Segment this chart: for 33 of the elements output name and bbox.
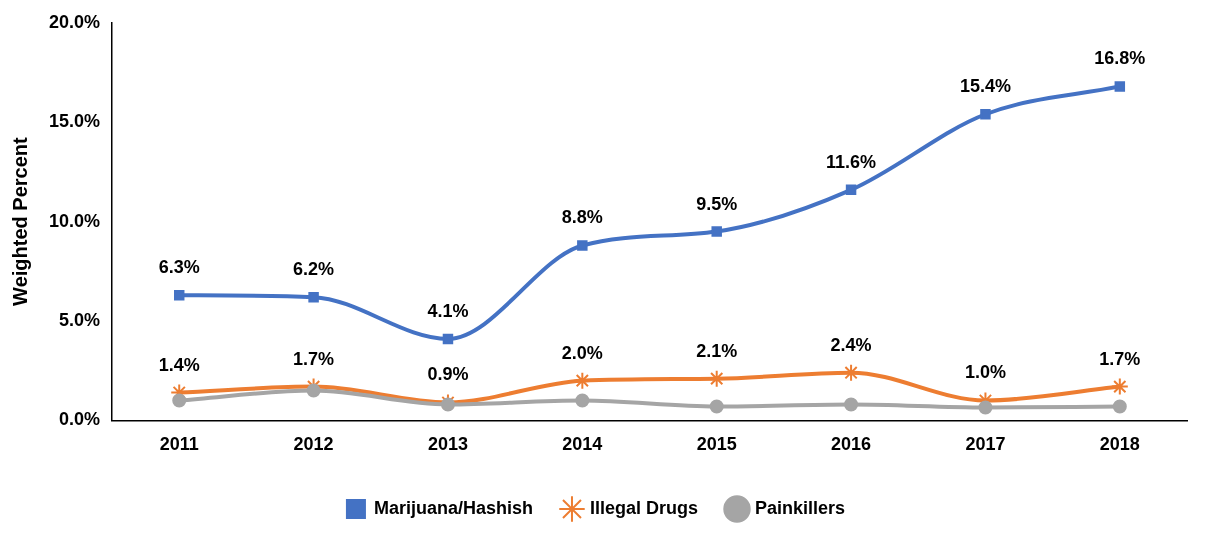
x-tick-label: 2013 <box>427 434 468 455</box>
legend-label: Marijuana/Hashish <box>373 497 533 518</box>
data-label: 1.7% <box>293 348 335 369</box>
data-label: 16.8% <box>1094 48 1146 69</box>
data-label: 9.5% <box>696 193 738 214</box>
data-label: 6.3% <box>158 257 200 278</box>
x-tick-label: 2017 <box>965 434 1006 455</box>
data-label: 6.2% <box>293 259 335 280</box>
data-label: 2.4% <box>830 334 872 355</box>
x-tick-label: 2018 <box>1099 434 1140 455</box>
y-tick-label: 5.0% <box>59 309 101 330</box>
data-label: 1.0% <box>964 362 1006 383</box>
x-tick-label: 2016 <box>831 434 872 455</box>
x-tick-label: 2011 <box>159 434 199 455</box>
x-tick-label: 2014 <box>562 434 603 455</box>
legend-label: Painkillers <box>755 497 846 518</box>
y-tick-label: 10.0% <box>48 210 101 231</box>
data-label: 2.0% <box>561 342 603 363</box>
data-label: 4.1% <box>427 300 469 321</box>
data-label: 0.9% <box>427 364 469 385</box>
data-label: 2.1% <box>696 340 738 361</box>
y-tick-label: 15.0% <box>48 111 101 132</box>
data-label: 8.8% <box>561 207 603 228</box>
x-tick-label: 2012 <box>293 434 334 455</box>
x-tick-label: 2015 <box>696 434 737 455</box>
data-label: 1.4% <box>158 354 200 375</box>
y-tick-label: 0.0% <box>59 409 101 430</box>
y-axis-title: Weighted Percent <box>8 136 31 306</box>
data-label: 1.7% <box>1099 348 1141 369</box>
y-tick-label: 20.0% <box>48 11 101 32</box>
data-label: 15.4% <box>959 76 1011 97</box>
legend-label: Illegal Drugs <box>589 497 699 518</box>
data-label: 11.6% <box>826 151 877 172</box>
